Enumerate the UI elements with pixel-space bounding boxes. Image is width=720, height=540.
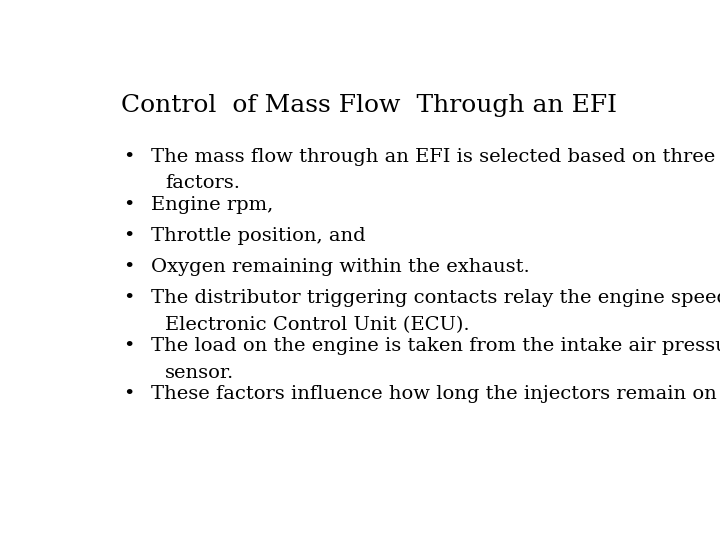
Text: Control  of Mass Flow  Through an EFI: Control of Mass Flow Through an EFI: [121, 94, 617, 117]
Text: The distributor triggering contacts relay the engine speed to the: The distributor triggering contacts rela…: [151, 289, 720, 307]
Text: Oxygen remaining within the exhaust.: Oxygen remaining within the exhaust.: [151, 258, 530, 276]
Text: Electronic Control Unit (ECU).: Electronic Control Unit (ECU).: [166, 316, 470, 334]
Text: The load on the engine is taken from the intake air pressure: The load on the engine is taken from the…: [151, 337, 720, 355]
Text: •: •: [123, 337, 135, 355]
Text: •: •: [123, 148, 135, 166]
Text: sensor.: sensor.: [166, 363, 235, 382]
Text: These factors influence how long the injectors remain on for.: These factors influence how long the inj…: [151, 385, 720, 403]
Text: •: •: [123, 196, 135, 214]
Text: •: •: [123, 289, 135, 307]
Text: •: •: [123, 258, 135, 276]
Text: Engine rpm,: Engine rpm,: [151, 196, 274, 214]
Text: •: •: [123, 227, 135, 245]
Text: The mass flow through an EFI is selected based on three main: The mass flow through an EFI is selected…: [151, 148, 720, 166]
Text: •: •: [123, 385, 135, 403]
Text: factors.: factors.: [166, 174, 240, 192]
Text: Throttle position, and: Throttle position, and: [151, 227, 366, 245]
